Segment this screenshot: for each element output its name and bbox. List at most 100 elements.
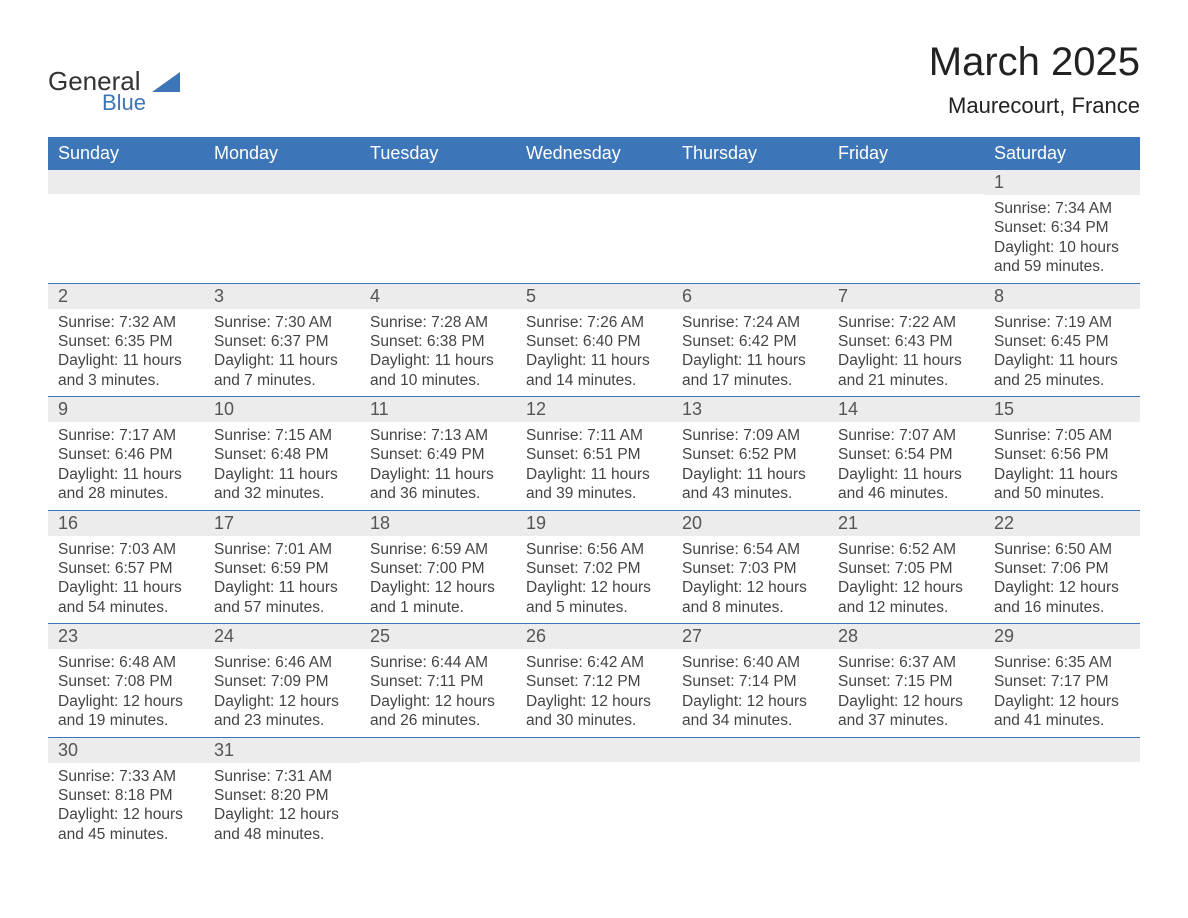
day-line-d1: Daylight: 11 hours: [526, 351, 662, 370]
day-line-d1: Daylight: 11 hours: [838, 465, 974, 484]
month-title: March 2025: [929, 40, 1140, 85]
empty-day-bar: [516, 170, 672, 194]
day-number: 8: [984, 284, 1140, 309]
day-line-d2: and 37 minutes.: [838, 711, 974, 730]
day-line-d1: Daylight: 12 hours: [370, 578, 506, 597]
day-cell: 12Sunrise: 7:11 AMSunset: 6:51 PMDayligh…: [516, 397, 672, 510]
day-line-d2: and 25 minutes.: [994, 371, 1130, 390]
day-number: 11: [360, 397, 516, 422]
day-body: Sunrise: 7:01 AMSunset: 6:59 PMDaylight:…: [204, 536, 360, 624]
location: Maurecourt, France: [929, 93, 1140, 119]
day-line-sr: Sunrise: 6:37 AM: [838, 653, 974, 672]
day-line-ss: Sunset: 6:59 PM: [214, 559, 350, 578]
day-line-ss: Sunset: 6:42 PM: [682, 332, 818, 351]
day-line-sr: Sunrise: 7:31 AM: [214, 767, 350, 786]
day-cell: [828, 738, 984, 851]
day-line-d2: and 32 minutes.: [214, 484, 350, 503]
day-number: 27: [672, 624, 828, 649]
day-line-d1: Daylight: 12 hours: [214, 805, 350, 824]
day-cell: 2Sunrise: 7:32 AMSunset: 6:35 PMDaylight…: [48, 284, 204, 397]
day-body: Sunrise: 7:22 AMSunset: 6:43 PMDaylight:…: [828, 309, 984, 397]
day-body: Sunrise: 7:32 AMSunset: 6:35 PMDaylight:…: [48, 309, 204, 397]
day-cell: 25Sunrise: 6:44 AMSunset: 7:11 PMDayligh…: [360, 624, 516, 737]
day-body: Sunrise: 6:40 AMSunset: 7:14 PMDaylight:…: [672, 649, 828, 737]
day-line-d2: and 46 minutes.: [838, 484, 974, 503]
day-cell: 1Sunrise: 7:34 AMSunset: 6:34 PMDaylight…: [984, 170, 1140, 283]
empty-day-bar: [672, 170, 828, 194]
day-body: Sunrise: 7:15 AMSunset: 6:48 PMDaylight:…: [204, 422, 360, 510]
day-line-sr: Sunrise: 6:40 AM: [682, 653, 818, 672]
day-cell: 8Sunrise: 7:19 AMSunset: 6:45 PMDaylight…: [984, 284, 1140, 397]
brand-logo: General Blue: [48, 40, 180, 114]
day-line-d1: Daylight: 12 hours: [838, 692, 974, 711]
day-line-d1: Daylight: 12 hours: [682, 578, 818, 597]
day-line-ss: Sunset: 7:11 PM: [370, 672, 506, 691]
day-line-ss: Sunset: 8:20 PM: [214, 786, 350, 805]
day-line-d2: and 7 minutes.: [214, 371, 350, 390]
day-body: Sunrise: 7:09 AMSunset: 6:52 PMDaylight:…: [672, 422, 828, 510]
day-cell: 26Sunrise: 6:42 AMSunset: 7:12 PMDayligh…: [516, 624, 672, 737]
day-line-d2: and 30 minutes.: [526, 711, 662, 730]
empty-day-bar: [360, 738, 516, 762]
empty-day-bar: [984, 738, 1140, 762]
day-body: Sunrise: 7:19 AMSunset: 6:45 PMDaylight:…: [984, 309, 1140, 397]
day-line-sr: Sunrise: 6:44 AM: [370, 653, 506, 672]
day-cell: 31Sunrise: 7:31 AMSunset: 8:20 PMDayligh…: [204, 738, 360, 851]
day-line-d1: Daylight: 11 hours: [370, 465, 506, 484]
day-line-sr: Sunrise: 7:33 AM: [58, 767, 194, 786]
day-cell: [360, 738, 516, 851]
day-cell: 18Sunrise: 6:59 AMSunset: 7:00 PMDayligh…: [360, 511, 516, 624]
day-line-ss: Sunset: 7:02 PM: [526, 559, 662, 578]
day-cell: [516, 738, 672, 851]
day-line-d2: and 59 minutes.: [994, 257, 1130, 276]
day-line-sr: Sunrise: 7:19 AM: [994, 313, 1130, 332]
day-line-ss: Sunset: 6:49 PM: [370, 445, 506, 464]
week-row: 23Sunrise: 6:48 AMSunset: 7:08 PMDayligh…: [48, 623, 1140, 737]
empty-day-bar: [48, 170, 204, 194]
day-body: Sunrise: 7:34 AMSunset: 6:34 PMDaylight:…: [984, 195, 1140, 283]
day-line-ss: Sunset: 6:34 PM: [994, 218, 1130, 237]
day-body: Sunrise: 6:44 AMSunset: 7:11 PMDaylight:…: [360, 649, 516, 737]
day-cell: 27Sunrise: 6:40 AMSunset: 7:14 PMDayligh…: [672, 624, 828, 737]
day-line-d1: Daylight: 12 hours: [682, 692, 818, 711]
day-number: 2: [48, 284, 204, 309]
day-number: 16: [48, 511, 204, 536]
empty-day-bar: [204, 170, 360, 194]
day-line-ss: Sunset: 7:15 PM: [838, 672, 974, 691]
day-line-sr: Sunrise: 7:03 AM: [58, 540, 194, 559]
day-line-d2: and 17 minutes.: [682, 371, 818, 390]
day-line-sr: Sunrise: 6:56 AM: [526, 540, 662, 559]
day-cell: 13Sunrise: 7:09 AMSunset: 6:52 PMDayligh…: [672, 397, 828, 510]
day-line-d1: Daylight: 11 hours: [214, 351, 350, 370]
day-line-d2: and 19 minutes.: [58, 711, 194, 730]
day-number: 15: [984, 397, 1140, 422]
day-number: 24: [204, 624, 360, 649]
day-number: 1: [984, 170, 1140, 195]
day-line-d2: and 1 minute.: [370, 598, 506, 617]
day-body: Sunrise: 6:35 AMSunset: 7:17 PMDaylight:…: [984, 649, 1140, 737]
day-line-d2: and 43 minutes.: [682, 484, 818, 503]
empty-day-bar: [828, 738, 984, 762]
day-line-d1: Daylight: 11 hours: [994, 465, 1130, 484]
day-cell: [48, 170, 204, 283]
day-number: 18: [360, 511, 516, 536]
weekday-header: SundayMondayTuesdayWednesdayThursdayFrid…: [48, 137, 1140, 170]
day-body: Sunrise: 7:31 AMSunset: 8:20 PMDaylight:…: [204, 763, 360, 851]
day-line-sr: Sunrise: 6:54 AM: [682, 540, 818, 559]
empty-day-bar: [828, 170, 984, 194]
day-line-sr: Sunrise: 6:59 AM: [370, 540, 506, 559]
day-line-sr: Sunrise: 6:42 AM: [526, 653, 662, 672]
day-line-d2: and 3 minutes.: [58, 371, 194, 390]
day-line-ss: Sunset: 6:45 PM: [994, 332, 1130, 351]
weekday-label: Saturday: [984, 137, 1140, 170]
day-line-sr: Sunrise: 7:28 AM: [370, 313, 506, 332]
day-cell: [984, 738, 1140, 851]
day-line-d2: and 41 minutes.: [994, 711, 1130, 730]
day-line-sr: Sunrise: 7:15 AM: [214, 426, 350, 445]
day-line-d1: Daylight: 11 hours: [526, 465, 662, 484]
day-number: 4: [360, 284, 516, 309]
day-line-d1: Daylight: 12 hours: [214, 692, 350, 711]
day-line-d1: Daylight: 12 hours: [994, 692, 1130, 711]
day-line-d1: Daylight: 11 hours: [682, 465, 818, 484]
day-line-d2: and 50 minutes.: [994, 484, 1130, 503]
